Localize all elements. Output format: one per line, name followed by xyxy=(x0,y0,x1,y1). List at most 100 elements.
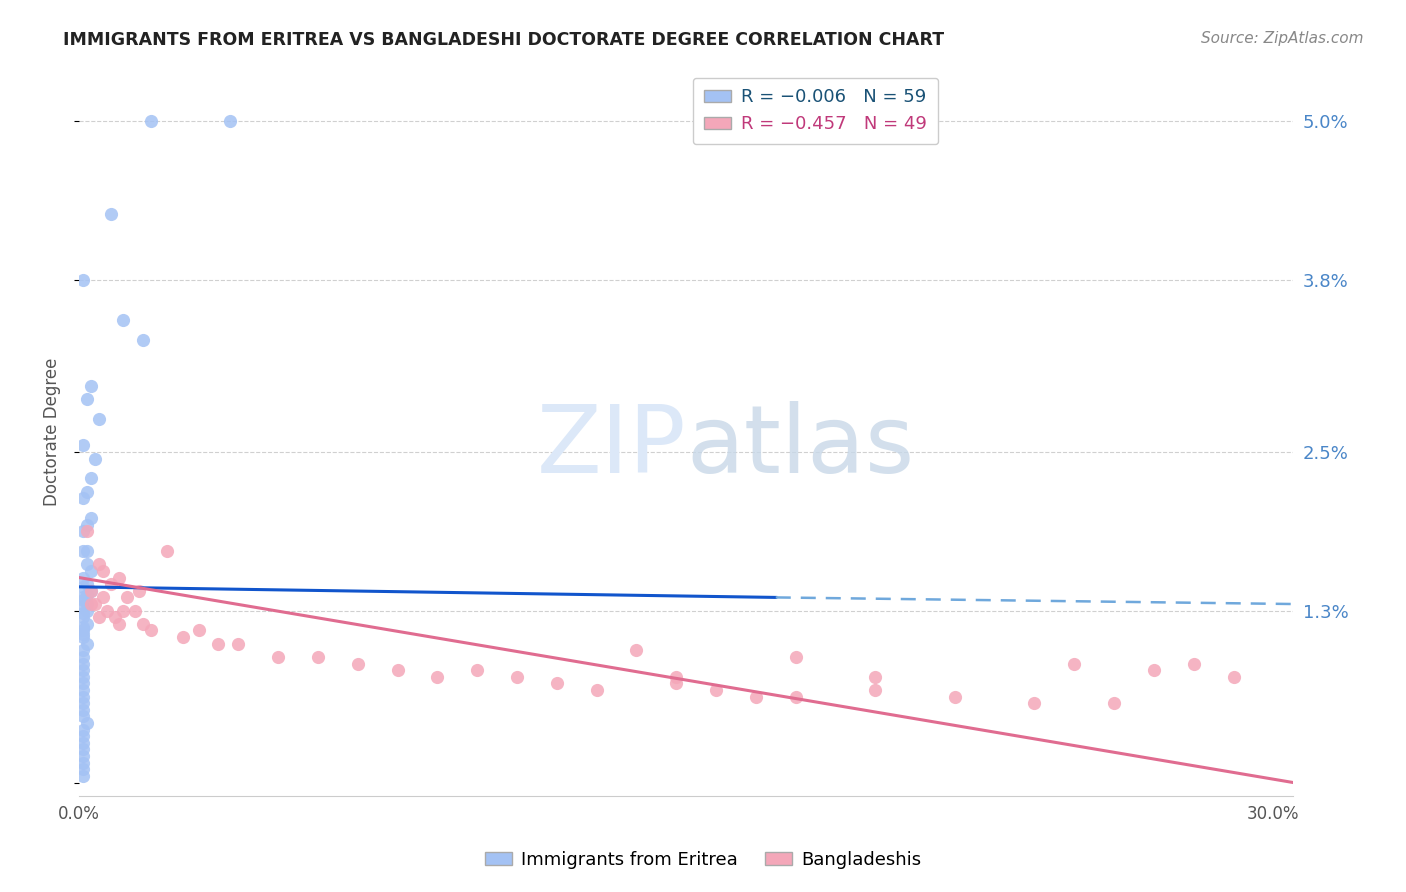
Point xyxy=(72,696,94,710)
Point xyxy=(72,663,94,677)
Point xyxy=(100,577,122,591)
Text: Source: ZipAtlas.com: Source: ZipAtlas.com xyxy=(1201,31,1364,46)
Point xyxy=(108,571,131,585)
Point xyxy=(80,379,103,393)
Point xyxy=(865,670,887,684)
Point xyxy=(72,630,94,644)
Point xyxy=(72,571,94,585)
Point xyxy=(80,597,103,611)
Point xyxy=(80,583,103,598)
Point xyxy=(72,593,94,607)
Point xyxy=(80,471,103,485)
Point xyxy=(87,412,110,426)
Point xyxy=(465,663,488,677)
Point xyxy=(72,273,94,287)
Point xyxy=(76,524,98,539)
Point xyxy=(72,703,94,717)
Point xyxy=(128,583,150,598)
Point xyxy=(72,729,94,743)
Point xyxy=(87,558,110,572)
Point xyxy=(132,616,155,631)
Point xyxy=(1063,657,1085,671)
Point xyxy=(124,604,146,618)
Text: IMMIGRANTS FROM ERITREA VS BANGLADESHI DOCTORATE DEGREE CORRELATION CHART: IMMIGRANTS FROM ERITREA VS BANGLADESHI D… xyxy=(63,31,945,49)
Point xyxy=(865,683,887,698)
Text: atlas: atlas xyxy=(686,401,914,492)
Point xyxy=(72,491,94,506)
Text: ZIP: ZIP xyxy=(537,401,686,492)
Point xyxy=(72,670,94,684)
Point xyxy=(111,604,134,618)
Point xyxy=(80,564,103,578)
Point xyxy=(72,624,94,638)
Point xyxy=(111,312,134,326)
Point xyxy=(72,599,94,614)
Point xyxy=(76,604,98,618)
Point xyxy=(72,723,94,737)
Point xyxy=(506,670,529,684)
Point xyxy=(76,637,98,651)
Point xyxy=(72,690,94,704)
Point xyxy=(1222,670,1244,684)
Point xyxy=(219,114,242,128)
Point xyxy=(426,670,449,684)
Point xyxy=(72,769,94,783)
Point xyxy=(80,583,103,598)
Point xyxy=(72,627,94,641)
Point xyxy=(156,544,179,558)
Point xyxy=(76,597,98,611)
Point xyxy=(704,683,727,698)
Point xyxy=(72,580,94,594)
Point xyxy=(84,597,107,611)
Point xyxy=(72,657,94,671)
Point xyxy=(76,544,98,558)
Point xyxy=(267,649,290,664)
Point xyxy=(76,577,98,591)
Point xyxy=(172,630,194,644)
Point xyxy=(72,438,94,452)
Point xyxy=(1182,657,1205,671)
Point xyxy=(187,624,209,638)
Point xyxy=(72,619,94,633)
Point xyxy=(76,588,98,602)
Point xyxy=(785,649,807,664)
Point xyxy=(72,607,94,621)
Point xyxy=(585,683,607,698)
Point xyxy=(108,616,131,631)
Point xyxy=(72,742,94,756)
Point xyxy=(387,663,409,677)
Point xyxy=(72,610,94,624)
Point xyxy=(228,637,250,651)
Point xyxy=(72,683,94,698)
Point xyxy=(76,558,98,572)
Point xyxy=(104,610,127,624)
Point xyxy=(72,709,94,723)
Point xyxy=(72,749,94,764)
Point xyxy=(87,610,110,624)
Point xyxy=(115,591,138,605)
Point xyxy=(72,762,94,776)
Point xyxy=(72,643,94,657)
Point xyxy=(132,333,155,347)
Point xyxy=(745,690,768,704)
Point xyxy=(546,676,568,690)
Point xyxy=(72,524,94,539)
Point xyxy=(1102,696,1125,710)
Point xyxy=(72,544,94,558)
Point xyxy=(76,716,98,731)
Point xyxy=(72,649,94,664)
Point xyxy=(72,591,94,605)
Point xyxy=(207,637,229,651)
Point xyxy=(665,670,688,684)
Point xyxy=(72,736,94,750)
Point xyxy=(1024,696,1046,710)
Point xyxy=(76,517,98,532)
Point xyxy=(76,392,98,406)
Point xyxy=(76,616,98,631)
Point xyxy=(96,604,118,618)
Point xyxy=(626,643,648,657)
Legend: Immigrants from Eritrea, Bangladeshis: Immigrants from Eritrea, Bangladeshis xyxy=(478,844,928,876)
Point xyxy=(72,676,94,690)
Y-axis label: Doctorate Degree: Doctorate Degree xyxy=(44,358,60,507)
Point xyxy=(91,591,114,605)
